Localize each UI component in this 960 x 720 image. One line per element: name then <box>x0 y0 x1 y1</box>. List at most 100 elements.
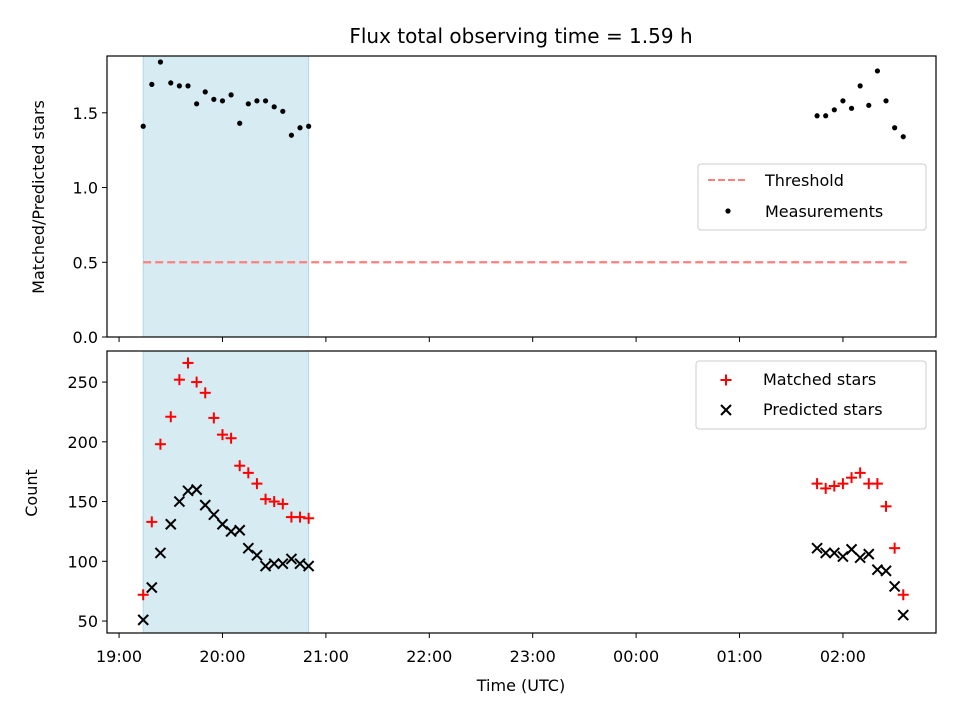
predicted-stars-point <box>268 557 280 570</box>
chart-title: Flux total observing time = 1.59 h <box>349 24 692 48</box>
x-tick-label: 19:00 <box>96 647 142 666</box>
y-tick-label: 1.5 <box>73 104 98 123</box>
measurement-point <box>149 81 155 87</box>
ratio-panel: 0.0 0.5 1.0 1.5 Matched/Predicted stars Thr… <box>29 55 937 347</box>
predicted-stars-point <box>234 524 246 536</box>
measurement-point <box>874 68 881 74</box>
matched-stars-point <box>820 482 832 494</box>
measurement-point <box>194 101 200 107</box>
matched-stars-point <box>146 516 158 528</box>
predicted-stars-point <box>173 495 186 508</box>
matched-stars-point <box>208 412 220 424</box>
measurement-point <box>840 98 846 104</box>
measurement-point <box>245 101 251 107</box>
predicted-legend-label: Predicted stars <box>763 400 883 419</box>
y-tick-label: 250 <box>67 373 98 392</box>
predicted-legend-marker <box>720 404 732 416</box>
predicted-stars-point <box>837 550 849 563</box>
measurement-point <box>157 59 164 65</box>
predicted-stars-point <box>845 543 858 556</box>
matched-stars-point <box>897 589 909 601</box>
y-tick-label: 100 <box>67 552 98 571</box>
matched-stars-point <box>277 498 289 510</box>
matched-stars-point <box>303 512 315 524</box>
predicted-stars-point <box>294 557 306 570</box>
measurement-point <box>866 102 872 108</box>
measurement-point <box>176 83 182 89</box>
matched-stars-point <box>199 387 211 399</box>
measurement-point <box>185 83 191 89</box>
top-y-axis-label: Matched/Predicted stars <box>29 100 48 294</box>
measurement-point <box>280 108 286 114</box>
matched-stars-point <box>165 411 177 423</box>
matched-stars-point <box>260 493 272 505</box>
measurement-point <box>254 98 260 104</box>
x-tick-label: 21:00 <box>303 647 349 666</box>
y-tick-label: 1.0 <box>73 179 98 198</box>
measurement-point <box>228 92 234 98</box>
matched-stars-point <box>268 496 280 508</box>
matched-stars-point <box>251 478 263 490</box>
x-tick-label: 01:00 <box>716 647 762 666</box>
measurement-point <box>202 89 208 95</box>
matched-stars-point <box>837 478 849 490</box>
predicted-stars-point <box>277 557 289 570</box>
measurement-point <box>271 104 277 110</box>
bottom-y-axis-label: Count <box>22 469 41 517</box>
observing-window-shade <box>142 55 310 338</box>
x-tick-label: 23:00 <box>510 647 556 666</box>
y-tick-label: 50 <box>78 612 98 631</box>
measurement-point <box>857 83 863 89</box>
predicted-stars-point <box>242 542 255 554</box>
measurement-point <box>814 113 820 119</box>
measurements-legend-swatch <box>725 208 731 214</box>
measurement-point <box>306 123 312 129</box>
measurement-point <box>219 98 226 104</box>
measurement-point <box>168 80 174 86</box>
plot-frame <box>106 55 937 338</box>
matched-stars-point <box>294 511 306 523</box>
predicted-stars-point <box>208 508 220 521</box>
predicted-stars-point <box>863 548 875 560</box>
predicted-stars-point <box>259 560 272 572</box>
count-legend-frame <box>695 360 927 430</box>
matched-stars-point <box>854 467 866 479</box>
matched-stars-point <box>234 460 246 472</box>
x-tick-label: 00:00 <box>613 647 659 666</box>
y-tick-label: 200 <box>67 433 98 452</box>
predicted-stars-point <box>302 560 315 572</box>
predicted-stars-point <box>146 581 158 594</box>
predicted-stars-point <box>199 499 211 511</box>
measurement-point <box>883 98 889 104</box>
count-panel: 50 100 150 200 250 19:00 20:00 21:00 22:00 23:00 0… <box>22 350 937 695</box>
ratio-legend: Threshold Measurements <box>697 163 927 231</box>
x-tick-label: 22:00 <box>406 647 452 666</box>
predicted-stars-point <box>190 483 203 496</box>
measurement-point <box>892 125 898 131</box>
predicted-stars-point <box>285 553 298 565</box>
predicted-stars-point <box>154 547 167 559</box>
y-tick-label: 0.0 <box>73 328 98 347</box>
measurements-legend-label: Measurements <box>765 202 883 221</box>
y-tick-label: 150 <box>67 493 98 512</box>
x-axis-label: Time (UTC) <box>476 676 565 695</box>
predicted-stars-point <box>251 549 263 562</box>
predicted-stars-point <box>828 547 841 559</box>
x-tick-label: 02:00 <box>820 647 866 666</box>
matched-stars-point <box>880 500 892 512</box>
measurement-point <box>140 123 146 129</box>
matched-stars-point <box>242 467 254 479</box>
predicted-stars-point <box>897 609 909 621</box>
predicted-stars-point <box>137 614 149 626</box>
predicted-stars-point <box>819 547 832 559</box>
measurement-point <box>823 113 829 119</box>
matched-stars-point <box>137 589 149 601</box>
matched-stars-point <box>154 438 166 450</box>
predicted-legend-swatch <box>720 404 732 416</box>
matched-legend-marker <box>720 374 732 386</box>
measurement-point <box>900 134 906 140</box>
matched-stars-point <box>811 478 823 490</box>
matched-stars-point <box>871 478 883 490</box>
matched-stars-point <box>846 472 858 484</box>
